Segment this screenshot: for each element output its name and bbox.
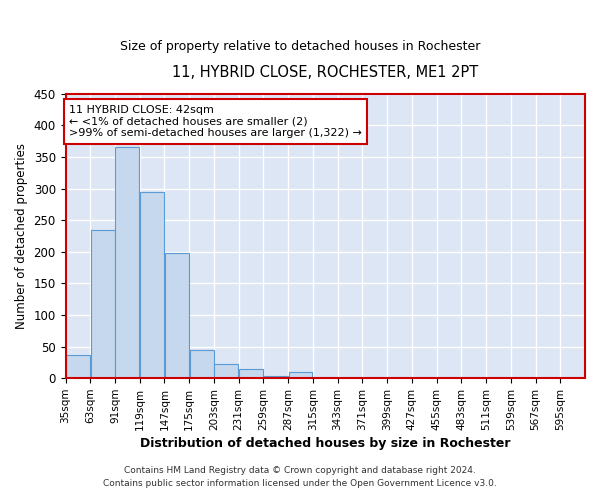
Bar [214,364,238,378]
Title: 11, HYBRID CLOSE, ROCHESTER, ME1 2PT: 11, HYBRID CLOSE, ROCHESTER, ME1 2PT [172,65,478,80]
Bar [115,148,139,378]
Text: Contains HM Land Registry data © Crown copyright and database right 2024.
Contai: Contains HM Land Registry data © Crown c… [103,466,497,487]
X-axis label: Distribution of detached houses by size in Rochester: Distribution of detached houses by size … [140,437,511,450]
Text: 11 HYBRID CLOSE: 42sqm
← <1% of detached houses are smaller (2)
>99% of semi-det: 11 HYBRID CLOSE: 42sqm ← <1% of detached… [69,105,362,138]
Bar [289,372,313,378]
Bar [91,230,115,378]
Bar [66,356,90,378]
Bar [239,368,263,378]
Bar [190,350,214,378]
Y-axis label: Number of detached properties: Number of detached properties [15,143,28,329]
Bar [140,192,164,378]
Text: Size of property relative to detached houses in Rochester: Size of property relative to detached ho… [120,40,480,53]
Bar [165,253,189,378]
Bar [264,376,288,378]
